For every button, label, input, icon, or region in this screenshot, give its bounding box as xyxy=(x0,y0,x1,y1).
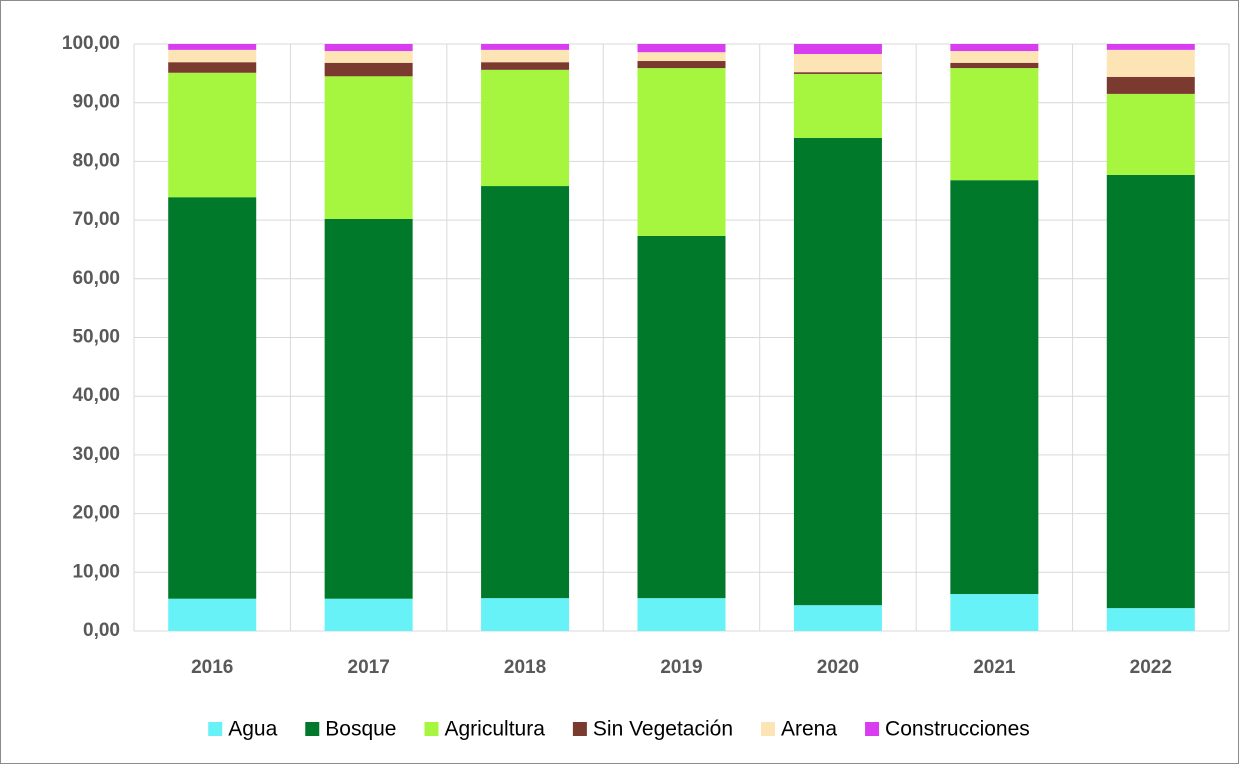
bar-segment xyxy=(1106,76,1195,94)
legend-label: Arena xyxy=(781,718,837,741)
bar-segment xyxy=(793,605,882,631)
bar-segment xyxy=(950,68,1039,181)
x-tick-label: 2017 xyxy=(348,657,390,678)
bar-segment xyxy=(324,62,413,77)
bar-segment xyxy=(637,44,726,53)
y-tick-label: 100,00 xyxy=(62,33,120,54)
legend-swatch xyxy=(572,722,587,736)
bar-segment xyxy=(481,49,570,63)
bar-segment xyxy=(168,72,257,198)
bar-segment xyxy=(168,62,257,73)
y-tick-label: 0,00 xyxy=(83,620,120,641)
bar-segment xyxy=(793,137,882,606)
bar-segment xyxy=(324,218,413,599)
bar-segment xyxy=(481,186,570,599)
bar-segment xyxy=(950,180,1039,595)
bar-segment xyxy=(793,73,882,138)
bar-segment xyxy=(481,598,570,631)
bar-segment xyxy=(324,598,413,631)
bar-segment xyxy=(168,44,257,50)
legend-label: Sin Vegetación xyxy=(593,718,733,741)
legend-swatch xyxy=(761,722,775,736)
bar-segment xyxy=(950,51,1039,63)
y-tick-label: 10,00 xyxy=(72,561,120,582)
legend-label: Construcciones xyxy=(885,718,1030,741)
y-tick-label: 60,00 xyxy=(72,268,120,289)
legend-label: Bosque xyxy=(325,718,396,741)
bar-segment xyxy=(324,76,413,219)
x-tick-label: 2018 xyxy=(504,657,546,678)
bar-segment xyxy=(793,72,882,74)
bar-segment xyxy=(950,62,1039,69)
bar-segment xyxy=(1106,174,1195,609)
x-tick-label: 2020 xyxy=(817,657,859,678)
x-tick-label: 2022 xyxy=(1130,657,1172,678)
legend-label: Agua xyxy=(228,718,277,741)
x-tick-label: 2019 xyxy=(660,657,702,678)
bar-segment xyxy=(1106,608,1195,631)
y-tick-label: 80,00 xyxy=(72,150,120,171)
y-tick-label: 40,00 xyxy=(72,385,120,406)
bar-segment xyxy=(168,197,257,599)
bar-segment xyxy=(1106,93,1195,175)
bar-segment xyxy=(481,62,570,70)
bar-segment xyxy=(1106,49,1195,77)
bar-segment xyxy=(481,44,570,50)
bar-segment xyxy=(1106,44,1195,50)
bar-segment xyxy=(637,52,726,62)
y-tick-label: 30,00 xyxy=(72,444,120,465)
y-tick-label: 20,00 xyxy=(72,503,120,524)
legend-swatch xyxy=(424,722,439,736)
legend-swatch xyxy=(865,722,880,736)
bar-segment xyxy=(324,44,413,52)
y-tick-label: 90,00 xyxy=(72,92,120,113)
bar-segment xyxy=(793,53,882,73)
bar-segment xyxy=(637,61,726,69)
bar-segment xyxy=(481,69,570,187)
bar-segment xyxy=(793,44,882,54)
x-tick-label: 2016 xyxy=(191,657,233,678)
legend-swatch xyxy=(208,722,223,736)
legend-label: Agricultura xyxy=(445,718,546,741)
legend-swatch xyxy=(305,722,320,736)
bar-segment xyxy=(168,598,257,631)
y-tick-label: 50,00 xyxy=(72,327,120,348)
bar-segment xyxy=(950,44,1039,52)
bar-segment xyxy=(324,51,413,63)
bar-segment xyxy=(637,68,726,236)
bar-segment xyxy=(168,49,257,63)
bar-segment xyxy=(637,598,726,631)
x-tick-label: 2021 xyxy=(973,657,1016,678)
y-tick-label: 70,00 xyxy=(72,209,120,230)
bar-segment xyxy=(637,235,726,599)
bar-segment xyxy=(950,594,1039,631)
